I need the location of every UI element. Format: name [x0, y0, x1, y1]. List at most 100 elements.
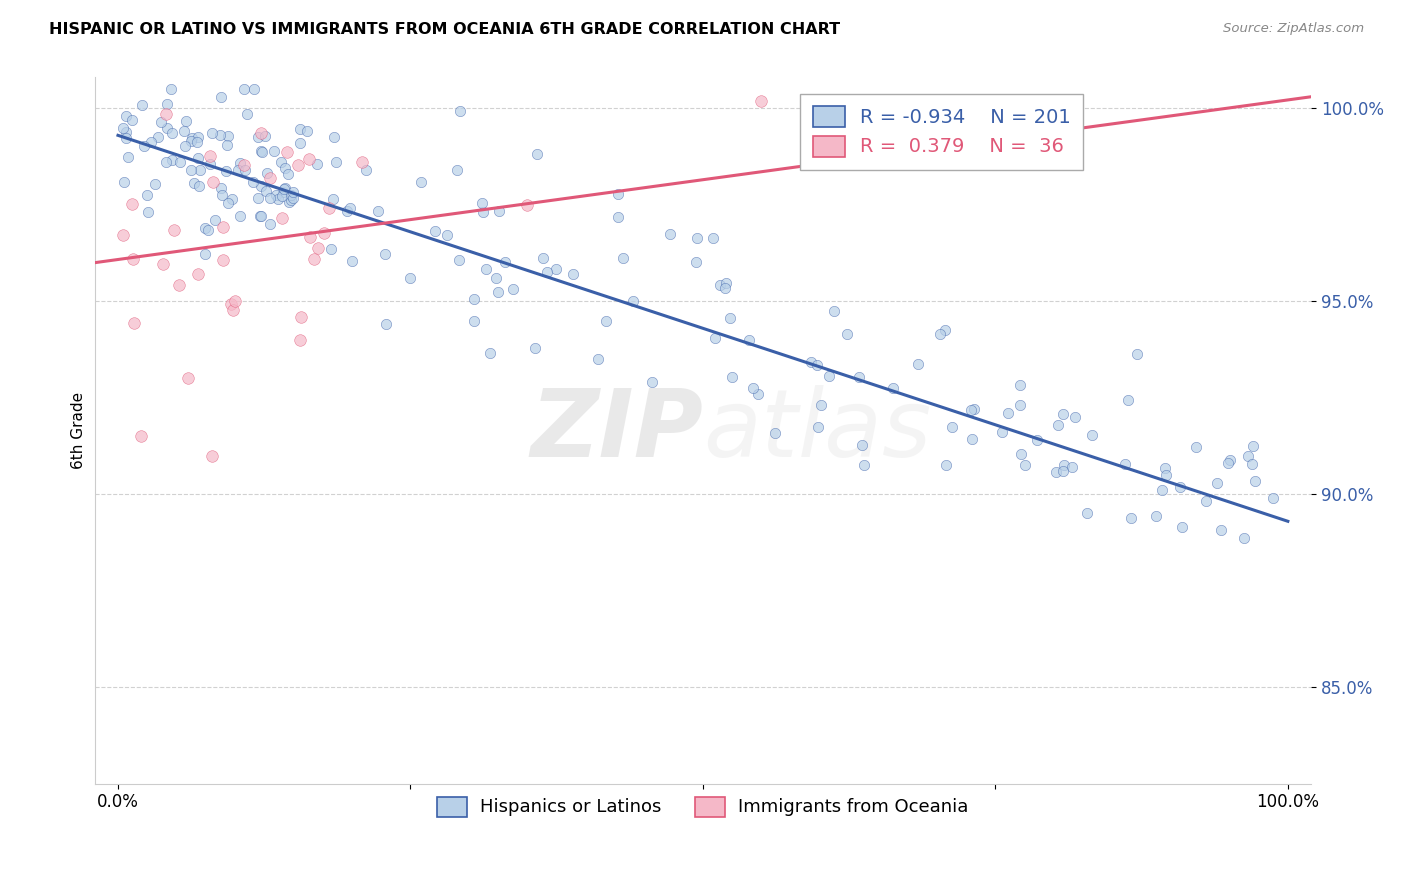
Point	[960, 432, 983, 446]
Point	[212, 219, 235, 234]
Point	[640, 375, 662, 389]
Point	[229, 209, 252, 223]
Point	[173, 124, 195, 138]
Point	[516, 198, 538, 212]
Point	[287, 158, 309, 172]
Point	[929, 326, 952, 341]
Point	[249, 144, 271, 158]
Point	[202, 175, 225, 189]
Point	[963, 402, 986, 417]
Point	[201, 126, 224, 140]
Point	[446, 162, 468, 177]
Point	[139, 136, 162, 150]
Point	[1064, 409, 1087, 424]
Point	[155, 107, 177, 121]
Point	[222, 303, 245, 318]
Point	[204, 213, 226, 227]
Point	[1206, 475, 1229, 490]
Point	[1047, 418, 1070, 433]
Point	[194, 220, 217, 235]
Point	[156, 120, 179, 135]
Point	[180, 162, 202, 177]
Point	[1209, 524, 1232, 538]
Point	[536, 265, 558, 279]
Point	[374, 247, 396, 261]
Point	[1121, 510, 1143, 524]
Point	[264, 187, 287, 202]
Text: ZIP: ZIP	[530, 384, 703, 476]
Point	[277, 167, 299, 181]
Point	[169, 155, 191, 169]
Point	[526, 146, 548, 161]
Point	[449, 103, 471, 118]
Point	[1008, 378, 1031, 392]
Point	[1114, 457, 1136, 471]
Point	[882, 381, 904, 395]
Point	[586, 351, 609, 366]
Point	[374, 317, 396, 331]
Point	[249, 178, 271, 193]
Point	[271, 211, 294, 225]
Point	[167, 277, 190, 292]
Point	[160, 82, 183, 96]
Point	[117, 151, 139, 165]
Point	[267, 192, 290, 206]
Point	[200, 449, 222, 463]
Point	[276, 145, 298, 159]
Point	[800, 355, 823, 369]
Text: Source: ZipAtlas.com: Source: ZipAtlas.com	[1223, 22, 1364, 36]
Point	[1194, 493, 1216, 508]
Point	[302, 252, 325, 267]
Point	[215, 137, 238, 152]
Point	[200, 149, 222, 163]
Point	[319, 242, 342, 256]
Point	[229, 156, 252, 170]
Point	[254, 129, 277, 144]
Point	[810, 398, 832, 412]
Point	[211, 188, 233, 202]
Point	[425, 224, 447, 238]
Point	[1241, 439, 1264, 453]
Point	[143, 177, 166, 191]
Point	[290, 122, 312, 136]
Point	[524, 341, 547, 355]
Point	[659, 227, 682, 242]
Point	[463, 314, 485, 328]
Point	[837, 327, 859, 342]
Point	[1076, 506, 1098, 520]
Point	[738, 334, 761, 348]
Point	[1153, 460, 1175, 475]
Point	[488, 204, 510, 219]
Point	[148, 130, 170, 145]
Point	[747, 387, 769, 401]
Point	[290, 136, 312, 150]
Point	[188, 162, 211, 177]
Point	[163, 223, 186, 237]
Point	[356, 163, 378, 178]
Point	[162, 126, 184, 140]
Point	[187, 268, 209, 282]
Point	[209, 181, 232, 195]
Legend: Hispanics or Latinos, Immigrants from Oceania: Hispanics or Latinos, Immigrants from Oc…	[429, 789, 977, 825]
Point	[340, 253, 363, 268]
Point	[214, 164, 236, 178]
Point	[807, 420, 830, 434]
Point	[180, 134, 202, 148]
Point	[273, 182, 295, 196]
Point	[242, 82, 264, 96]
Point	[259, 171, 281, 186]
Point	[502, 282, 524, 296]
Point	[278, 194, 301, 209]
Point	[336, 203, 359, 218]
Point	[1126, 347, 1149, 361]
Point	[959, 403, 981, 417]
Point	[997, 406, 1019, 420]
Point	[709, 277, 731, 292]
Point	[339, 201, 361, 215]
Point	[224, 294, 246, 309]
Point	[907, 357, 929, 371]
Point	[274, 180, 297, 194]
Point	[136, 204, 159, 219]
Point	[256, 166, 278, 180]
Point	[115, 125, 138, 139]
